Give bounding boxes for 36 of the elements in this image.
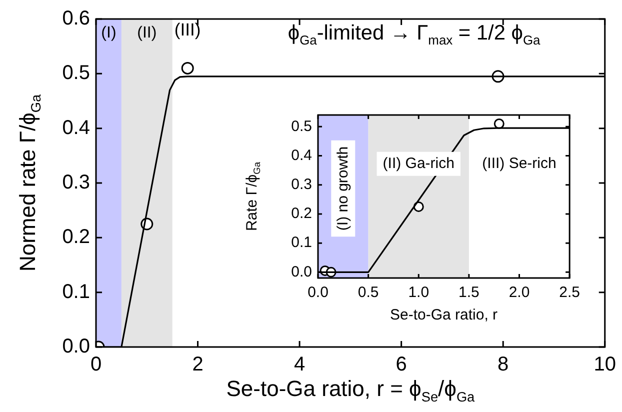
x-tick-label: 2.0 xyxy=(508,284,530,302)
x-tick-label: 10 xyxy=(594,354,616,376)
point xyxy=(181,62,194,74)
x-tick-label: 4 xyxy=(294,354,306,376)
y-tick-label: 0.3 xyxy=(291,176,312,193)
y-tick-label: 0.5 xyxy=(291,118,312,135)
y-tick-label: 0.4 xyxy=(291,146,312,164)
band-label: (I) no growth xyxy=(334,146,352,231)
annotation: (III) xyxy=(174,19,201,40)
y-tick-label: 0.2 xyxy=(291,205,312,222)
y-tick-label: 0.5 xyxy=(62,62,90,84)
y-tick-label: 0.1 xyxy=(291,234,312,252)
y-tick-label: 0.3 xyxy=(62,172,90,194)
annotation: (III) Se-rich xyxy=(482,155,556,172)
x-tick-label: 0 xyxy=(90,354,102,376)
y-tick-label: 0.6 xyxy=(62,8,90,30)
y-tick-label: 0.1 xyxy=(62,280,90,303)
y-tick-label: 0.0 xyxy=(291,263,312,280)
band-label: (II) xyxy=(137,24,157,42)
x-tick-label: 2.5 xyxy=(559,284,580,302)
x-tick-label: 1.0 xyxy=(408,284,430,302)
point xyxy=(494,118,504,129)
band-label: (II) Ga-rich xyxy=(382,155,454,172)
x-tick-label: 1.5 xyxy=(458,284,480,302)
y-tick-label: 0.0 xyxy=(62,336,90,358)
x-tick-label: 8 xyxy=(498,354,509,376)
y-tick-label: 0.4 xyxy=(62,116,90,139)
band-label: (I) xyxy=(101,24,116,42)
y-tick-label: 0.2 xyxy=(62,226,90,248)
x-tick-label: 0.5 xyxy=(358,284,379,302)
y-axis-title: Normed rate Γ/ϕGa xyxy=(14,94,44,272)
x-tick-label: 6 xyxy=(396,354,407,376)
x-axis-title: Se-to-Ga ratio, r xyxy=(390,306,498,324)
x-tick-label: 2 xyxy=(192,354,204,376)
x-tick-label: 0.0 xyxy=(308,284,328,302)
y-axis-title: Rate Γ/ϕGa xyxy=(244,161,262,232)
